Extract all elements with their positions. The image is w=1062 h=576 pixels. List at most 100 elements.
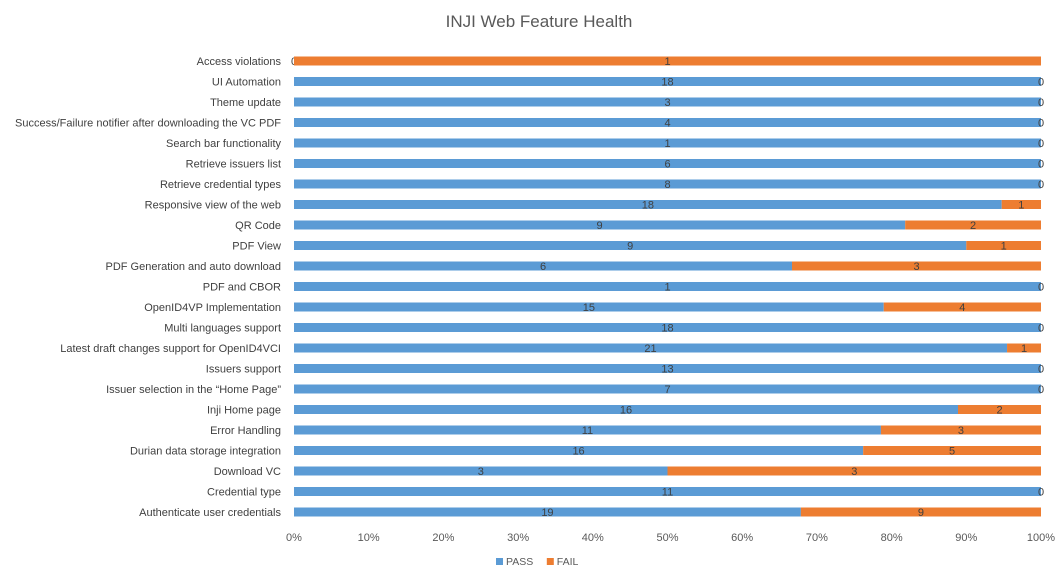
data-label-pass: 18 xyxy=(661,77,673,89)
data-label-pass: 4 xyxy=(664,118,670,130)
data-label-fail: 3 xyxy=(958,425,964,437)
category-label: Access violations xyxy=(197,56,282,68)
category-label: Retrieve issuers list xyxy=(186,159,281,171)
bar-segment-pass xyxy=(294,323,1041,332)
data-label-fail: 5 xyxy=(949,446,955,458)
data-label-pass: 8 xyxy=(664,179,670,191)
category-label: Credential type xyxy=(207,487,281,499)
x-tick-label: 30% xyxy=(507,532,529,544)
chart-title: INJI Web Feature Health xyxy=(446,12,633,31)
data-label-fail: 2 xyxy=(970,220,976,232)
data-label-pass: 16 xyxy=(620,405,632,417)
data-label-pass: 15 xyxy=(583,302,595,314)
x-tick-label: 10% xyxy=(358,532,380,544)
data-label-fail: 4 xyxy=(959,302,965,314)
bar-segment-fail xyxy=(294,56,1041,66)
category-label: Issuer selection in the “Home Page” xyxy=(106,384,281,396)
data-label-pass: 3 xyxy=(664,97,670,109)
data-label-fail: 0 xyxy=(1038,487,1044,499)
data-label-pass: 9 xyxy=(597,220,603,232)
bar-segment-pass xyxy=(294,384,1041,394)
bar-segment-pass xyxy=(294,487,1041,496)
data-label-pass: 18 xyxy=(661,323,673,335)
x-tick-label: 50% xyxy=(656,532,678,544)
data-label-pass: 6 xyxy=(540,261,546,273)
x-tick-label: 80% xyxy=(881,532,903,544)
category-label: Multi languages support xyxy=(164,323,281,335)
data-label-pass: 16 xyxy=(572,446,584,458)
data-label-pass: 18 xyxy=(642,200,654,212)
bar-segment-pass xyxy=(294,425,881,435)
data-label-fail: 1 xyxy=(1018,200,1024,212)
bar-segment-pass xyxy=(294,405,958,414)
plot-area: 0% 10% 20% 30% 40% 50% 60% 70% 80% 90% 100% Access … xyxy=(15,56,1055,544)
data-label-fail: 9 xyxy=(918,507,924,519)
data-label-fail: 0 xyxy=(1038,138,1044,150)
data-label-fail: 0 xyxy=(1038,159,1044,171)
data-label-fail: 0 xyxy=(1038,97,1044,109)
category-label: Latest draft changes support for OpenID4… xyxy=(60,343,281,355)
data-label-pass: 1 xyxy=(664,282,670,294)
bar-segment-pass xyxy=(294,302,884,312)
bar-segment-pass xyxy=(294,159,1041,168)
data-label-fail: 1 xyxy=(664,56,670,68)
bar-segment-fail xyxy=(792,261,1041,271)
category-label: Success/Failure notifier after downloadi… xyxy=(15,118,281,130)
bar-segment-pass xyxy=(294,282,1041,291)
x-tick-label: 60% xyxy=(731,532,753,544)
data-label-fail: 1 xyxy=(1021,343,1027,355)
x-tick-label: 20% xyxy=(432,532,454,544)
category-label: Durian data storage integration xyxy=(130,446,281,458)
x-tick-label: 90% xyxy=(955,532,977,544)
bar-segment-pass xyxy=(294,466,668,476)
category-label: UI Automation xyxy=(212,77,281,89)
data-label-fail: 1 xyxy=(1001,241,1007,253)
bar-segment-fail xyxy=(1007,343,1041,353)
bar-segment-fail xyxy=(905,220,1041,230)
legend-swatch-fail xyxy=(546,558,554,565)
data-label-fail: 0 xyxy=(1038,77,1044,89)
category-label: Download VC xyxy=(214,466,281,478)
data-label-fail: 3 xyxy=(913,261,919,273)
bar-segment-pass xyxy=(294,241,967,250)
bar-segment-pass xyxy=(294,97,1041,107)
bar-segment-fail xyxy=(880,425,1041,435)
legend-label-pass: PASS xyxy=(506,556,533,568)
bar-segment-pass xyxy=(294,118,1041,127)
category-label: Authenticate user credentials xyxy=(139,507,281,519)
data-label-pass: 6 xyxy=(664,159,670,171)
bar-segment-fail xyxy=(800,507,1041,517)
bar-segment-fail xyxy=(883,302,1041,312)
category-label: PDF and CBOR xyxy=(203,282,281,294)
data-label-pass: 7 xyxy=(664,384,670,396)
bar-segment-pass xyxy=(294,220,906,230)
data-label-fail: 0 xyxy=(1038,179,1044,191)
bar-segment-pass xyxy=(294,77,1041,86)
legend: PASS FAIL xyxy=(496,556,579,568)
bar-segment-fail xyxy=(966,241,1041,250)
category-label: QR Code xyxy=(235,220,281,232)
category-label: Theme update xyxy=(210,97,281,109)
data-label-pass: 11 xyxy=(582,425,593,437)
category-label: Inji Home page xyxy=(207,405,281,417)
bar-segment-pass xyxy=(294,261,792,271)
data-label-fail: 0 xyxy=(1038,384,1044,396)
x-tick-label: 100% xyxy=(1027,532,1055,544)
legend-label-fail: FAIL xyxy=(557,556,579,568)
category-label: PDF View xyxy=(232,241,281,253)
bar-segment-pass xyxy=(294,200,1002,209)
bar-segment-pass xyxy=(294,343,1008,353)
data-label-fail: 0 xyxy=(1038,364,1044,376)
data-label-fail: 3 xyxy=(851,466,857,478)
category-label: Search bar functionality xyxy=(166,138,281,150)
category-label: PDF Generation and auto download xyxy=(105,261,281,273)
bar-segment-fail xyxy=(1001,200,1041,209)
data-label-pass: 3 xyxy=(478,466,484,478)
data-label-pass: 19 xyxy=(541,507,553,519)
bar-segment-pass xyxy=(294,446,864,455)
bar-segment-pass xyxy=(294,138,1041,148)
data-label-fail: 0 xyxy=(1038,323,1044,335)
bar-segment-pass xyxy=(294,507,801,517)
data-label-fail: 0 xyxy=(1038,118,1044,130)
